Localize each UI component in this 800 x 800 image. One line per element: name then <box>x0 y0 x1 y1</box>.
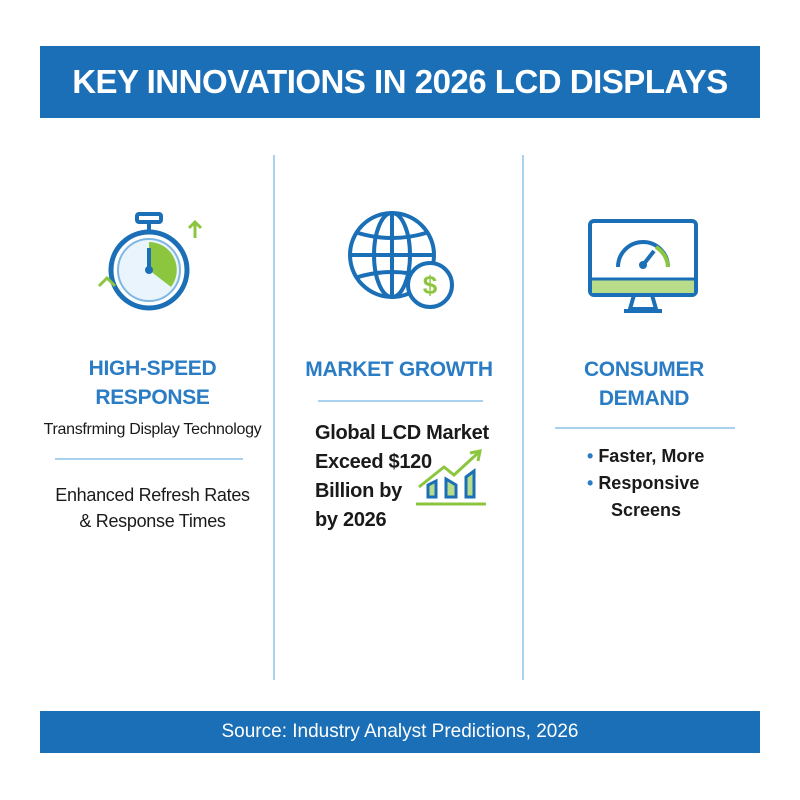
body-line: by 2026 <box>315 509 387 531</box>
high-speed-subtitle: Transfrming Display Technology <box>43 421 262 438</box>
section-divider <box>55 458 243 460</box>
heading-line: RESPONSE <box>95 386 210 409</box>
source-text: Source: Industry Analyst Predictions, 20… <box>221 721 579 742</box>
high-speed-heading: HIGH-SPEED RESPONSE <box>40 354 265 412</box>
title-banner: KEY INNOVATIONS IN 2026 LCD DISPLAYS <box>40 46 760 118</box>
monitor-gauge-icon <box>588 219 698 313</box>
svg-text:$: $ <box>423 270 438 300</box>
section-divider <box>318 400 483 402</box>
body-line: Global LCD Market <box>315 422 489 444</box>
heading-line: CONSUMER <box>583 358 705 381</box>
bullet-continuation: Screens <box>611 500 682 520</box>
bullet-item: • Responsive <box>587 470 704 497</box>
market-growth-body: Global LCD Market Exceed $120 Billion by… <box>315 419 489 535</box>
bullet-text: Responsive <box>598 473 700 493</box>
globe-dollar-icon: $ <box>348 211 454 309</box>
stopwatch-icon <box>97 212 203 311</box>
bullet-item: • Faster, More <box>587 443 704 470</box>
bullet-dot: • <box>587 446 599 466</box>
body-line: & Response Times <box>79 511 226 531</box>
growth-chart-icon <box>416 449 486 506</box>
consumer-demand-bullets: • Faster, More • Responsive Screens <box>587 443 704 524</box>
bullet-text: Faster, More <box>598 446 705 466</box>
section-divider <box>555 427 735 429</box>
column-divider <box>522 155 524 680</box>
source-banner: Source: Industry Analyst Predictions, 20… <box>40 711 760 753</box>
bullet-dot: • <box>587 473 599 493</box>
column-divider <box>273 155 275 680</box>
heading-line: DEMAND <box>598 387 690 410</box>
consumer-demand-heading: CONSUMER DEMAND <box>530 355 758 413</box>
heading-line: HIGH-SPEED <box>88 357 217 380</box>
page-title: KEY INNOVATIONS IN 2026 LCD DISPLAYS <box>72 63 728 100</box>
body-line: Exceed $120 <box>315 451 432 473</box>
body-line: Enhanced Refresh Rates <box>55 485 250 505</box>
body-line: Billion by <box>315 480 403 502</box>
market-growth-heading: MARKET GROWTH <box>305 358 493 381</box>
high-speed-body: Enhanced Refresh Rates & Response Times <box>35 482 270 534</box>
